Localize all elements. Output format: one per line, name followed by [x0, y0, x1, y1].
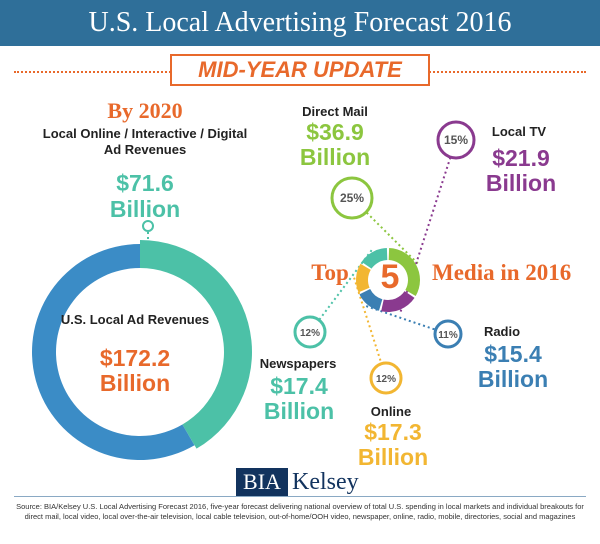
local-tv-label: Local TV: [491, 124, 547, 139]
newspapers-unit: Billion: [263, 398, 335, 424]
radio-unit: Billion: [477, 366, 549, 392]
media-word: Media in 2016: [432, 260, 572, 285]
subtitle: MID-YEAR UPDATE: [198, 57, 402, 82]
radio-amount: $15.4: [484, 341, 542, 367]
connector-direct-mail: [351, 197, 419, 265]
radio-value: $15.4 Billion: [458, 342, 568, 392]
percent-bubbles: 25% 15% 11% 12% 12%: [293, 120, 476, 395]
logo-bia: BIA: [236, 468, 288, 496]
bubble-newspapers: [293, 315, 327, 349]
left-donut-chart: [31, 220, 252, 460]
connector-newspapers: [309, 249, 373, 333]
page-title: U.S. Local Advertising Forecast 2016: [88, 7, 512, 38]
newspapers-value: $17.4 Billion: [244, 374, 354, 424]
online-segment-value: $17.3 Billion: [338, 420, 448, 470]
total-value-unit: Billion: [99, 370, 171, 396]
bubble-local-tv: [436, 120, 476, 160]
ring-center: [369, 261, 407, 299]
online-value-amount: $71.6: [116, 170, 174, 196]
bubble-pct-newspapers: 12%: [300, 328, 320, 339]
bia-kelsey-logo: BIA Kelsey: [236, 468, 364, 496]
online-segment-label: Online: [370, 404, 412, 419]
left-heading: By 2020: [107, 98, 183, 123]
bubble-pct-online: 12%: [376, 374, 396, 385]
online-segment-unit: Billion: [357, 444, 429, 470]
bubble-pct-local-tv: 15%: [444, 133, 468, 147]
ring-slice-direct-mail: [388, 248, 420, 296]
source-note: Source: BIA/Kelsey U.S. Local Advertisin…: [16, 502, 584, 521]
online-value: $71.6 Billion: [60, 170, 230, 222]
ring-slice-online: [355, 263, 371, 293]
left-donut-slice-1: [31, 244, 195, 460]
online-segment-amount: $17.3: [364, 419, 422, 445]
total-label: U.S. Local Ad Revenues: [60, 312, 210, 327]
local-tv-amount: $21.9: [492, 145, 550, 171]
subtitle-box: MID-YEAR UPDATE: [170, 54, 430, 86]
online-label: Local Online / Interactive / Digital Ad …: [42, 126, 248, 157]
bubble-radio: [433, 319, 463, 349]
header-bar: [0, 0, 600, 46]
newspapers-label: Newspapers: [259, 356, 337, 371]
footer-divider: [14, 496, 586, 497]
direct-mail-label: Direct Mail: [302, 104, 368, 119]
logo-kelsey: Kelsey: [292, 469, 359, 495]
newspapers-amount: $17.4: [270, 373, 328, 399]
bubble-pct-radio: 11%: [438, 330, 458, 341]
bubble-pct-direct-mail: 25%: [340, 191, 364, 205]
ring-slice-newspapers: [361, 248, 388, 269]
bubble-online: [369, 361, 403, 395]
ring-slice-local-tv: [381, 291, 415, 312]
total-value-amount: $172.2: [99, 345, 171, 371]
direct-mail-amount: $36.9: [306, 119, 364, 145]
center-ring-chart: [355, 248, 420, 312]
online-marker: [142, 220, 154, 232]
local-tv-value: $21.9 Billion: [466, 146, 576, 196]
direct-mail-value: $36.9 Billion: [280, 120, 390, 170]
top-number: 5: [380, 258, 400, 296]
bubble-direct-mail: [330, 176, 374, 220]
local-tv-unit: Billion: [485, 170, 557, 196]
ring-slice-radio: [359, 288, 383, 311]
total-value: $172.2 Billion: [50, 346, 220, 396]
online-value-unit: Billion: [109, 196, 181, 222]
direct-mail-unit: Billion: [299, 144, 371, 170]
top-word: Top: [311, 260, 349, 285]
left-donut-slice-0: [140, 240, 252, 449]
radio-label: Radio: [483, 324, 521, 339]
